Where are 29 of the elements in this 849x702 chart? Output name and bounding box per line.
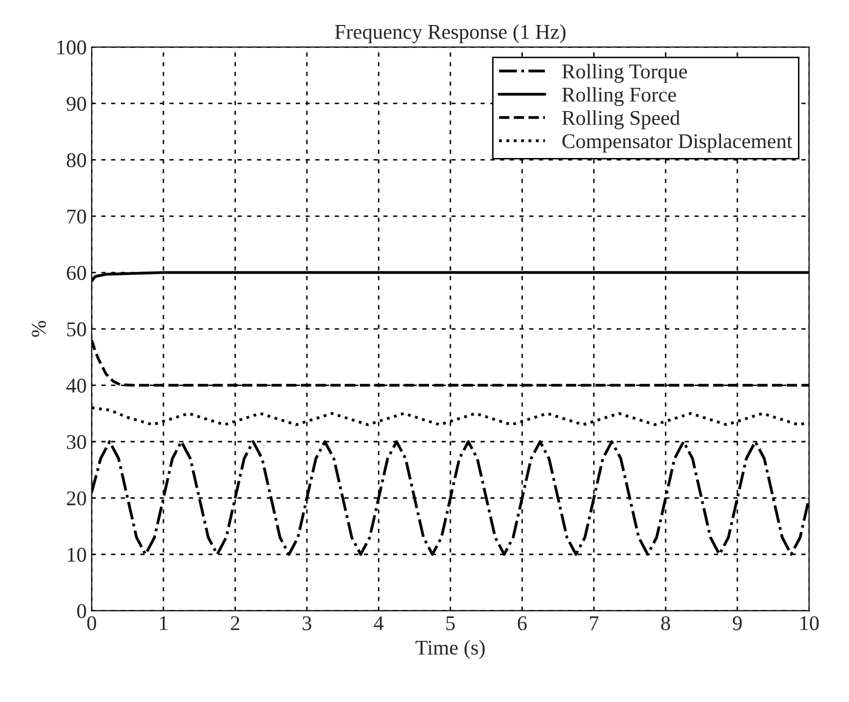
x-tick-label: 10 [800,616,819,630]
y-tick-label: 80 [66,153,86,168]
y-tick-label: 20 [66,491,86,506]
y-tick-label: 0 [77,604,86,618]
y-tick-label: 30 [66,435,86,450]
y-tick-label: 70 [67,210,86,224]
y-tick-label: 100 [57,40,86,54]
x-tick-label: 6 [518,616,527,630]
y-tick-label: 60 [66,266,86,280]
x-tick-label: 0 [87,616,96,630]
legend-label: Rolling Force [562,87,676,106]
x-axis-title: Time (s) [416,640,485,659]
y-axis-title: % [32,320,46,337]
x-tick-label: 3 [302,616,312,630]
y-tick-label: 90 [66,96,86,111]
y-tick-label: 10 [68,548,86,562]
x-tick-label: 5 [446,616,455,630]
legend-label: Compensator Displacement [562,134,792,152]
legend-label: Rolling Torque [562,64,687,83]
x-tick-label: 7 [590,616,598,630]
legend-label: Rolling Speed [562,110,680,130]
chart-title: Frequency Response (1 Hz) [334,24,566,44]
x-tick-label: 2 [230,616,240,630]
x-tick-label: 8 [661,616,670,630]
x-tick-label: 4 [374,616,384,630]
x-tick-label: 1 [160,616,168,630]
y-tick-label: 50 [67,322,86,336]
x-tick-label: 9 [732,616,742,630]
y-tick-label: 40 [66,378,86,393]
